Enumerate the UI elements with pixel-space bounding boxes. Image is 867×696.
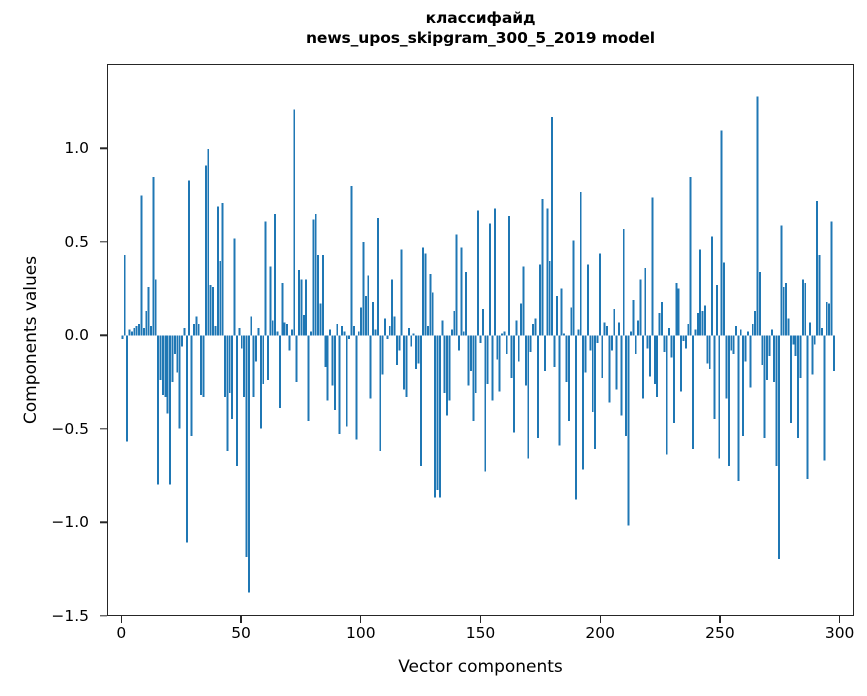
y-ticklabel: −0.5: [51, 419, 89, 438]
x-tickmark: [240, 616, 242, 623]
y-ticklabel: 0.5: [64, 232, 89, 251]
bar-series: [121, 96, 835, 593]
plot-area: [107, 64, 854, 616]
y-tickmark: [100, 334, 107, 337]
x-ticklabel: 50: [231, 624, 251, 642]
x-ticklabel: 150: [465, 624, 496, 642]
y-tickmark: [100, 428, 107, 430]
y-ticklabel: −1.0: [51, 513, 89, 532]
y-axis-ticklabels: 1.0 0.5 0.0 −0.5 −1.0 −1.5: [0, 0, 98, 696]
y-ticklabel: 1.0: [64, 139, 89, 158]
x-axis-title: Vector components: [398, 657, 563, 677]
x-tickmark: [838, 616, 841, 623]
x-ticklabel: 200: [585, 624, 615, 642]
title-line-2: news_upos_skipgram_300_5_2019 model: [305, 29, 656, 48]
x-ticklabel: 250: [705, 624, 735, 642]
page-title: классифайд news_upos_skipgram_300_5_2019…: [107, 8, 854, 49]
x-tickmark: [719, 616, 721, 623]
x-ticklabel: 0: [116, 624, 127, 642]
y-axis-title: Components values: [21, 255, 41, 425]
y-ticklabel: 0.0: [64, 326, 89, 345]
y-tickmark: [100, 521, 107, 524]
x-tickmark: [120, 616, 123, 623]
x-tickmark: [599, 616, 601, 623]
x-tickmark: [360, 616, 362, 623]
x-ticklabel: 100: [345, 624, 376, 642]
x-tickmark: [479, 616, 482, 623]
y-tickmark: [100, 615, 107, 617]
x-ticklabel: 300: [824, 624, 855, 642]
y-tickmark: [100, 147, 107, 149]
y-ticklabel: −1.5: [51, 607, 89, 625]
x-axis-ticklabels: 0 50 100 150 200 250 300: [0, 624, 867, 654]
title-line-1: классифайд: [425, 9, 536, 27]
y-tickmark: [100, 241, 107, 243]
